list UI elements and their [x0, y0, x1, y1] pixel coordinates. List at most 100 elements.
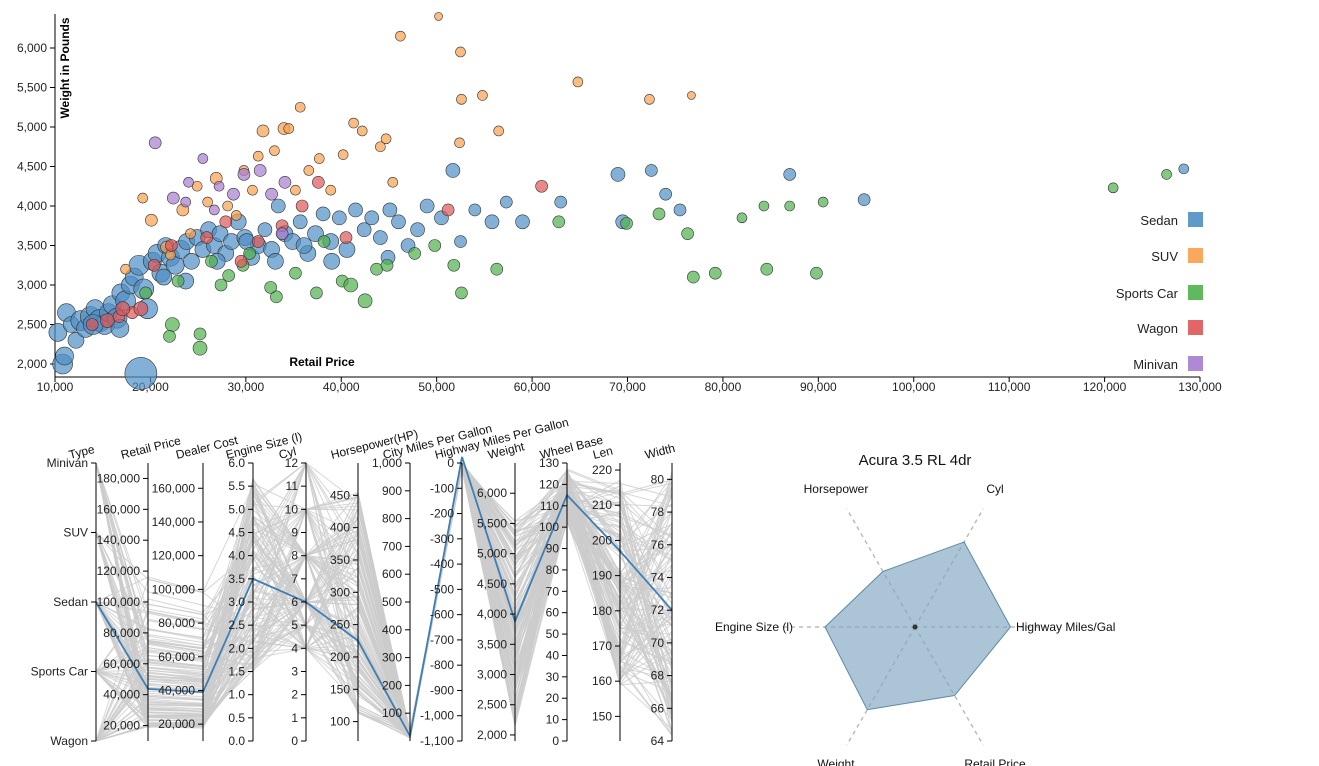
pc-tick-label: 100 [330, 715, 350, 729]
scatter-point [191, 180, 203, 192]
y-tick-label: 2,500 [17, 318, 47, 332]
scatter-point [323, 252, 341, 270]
background-line [95, 466, 673, 736]
legend-label-sedan: Sedan [1140, 213, 1178, 228]
scatter-point [454, 235, 467, 248]
scatter-point [185, 228, 196, 239]
y-tick-label: 5,000 [17, 120, 47, 134]
scatter-point [620, 217, 633, 230]
pc-tick-label: 150 [330, 682, 350, 696]
scatter-point [303, 165, 315, 176]
x-tick-label: 100,000 [892, 380, 936, 394]
scatter-point [294, 101, 306, 113]
scatter-point [247, 184, 258, 196]
pc-tick-label: 3 [291, 665, 298, 679]
radar-axis-label: Weight [817, 757, 855, 766]
pc-axis: 64 66 68 70 72 74 76 78 80 Width [643, 441, 676, 748]
scatter-point [325, 184, 337, 196]
radar-center [912, 624, 918, 630]
background-line [95, 462, 673, 733]
pc-tick-label: 2.0 [228, 641, 245, 655]
scatter-point [454, 137, 465, 149]
pc-tick-label: 3,000 [477, 668, 507, 682]
pc-tick-label: -300 [430, 532, 454, 546]
pc-tick-label: 140,000 [97, 533, 141, 547]
scatter-point [783, 168, 797, 181]
y-axis-title: Weight in Pounds [58, 17, 72, 118]
scatter-point [251, 235, 265, 248]
scatter-point [256, 124, 270, 138]
pc-tick-label: 200 [382, 678, 402, 692]
pc-tick-label: -1,100 [420, 734, 454, 748]
pc-tick-label: 220 [592, 463, 612, 477]
pc-tick-label: 20,000 [158, 717, 195, 731]
pc-tick-label: 1.5 [228, 665, 245, 679]
x-tick-label: 90,000 [800, 380, 837, 394]
pc-tick-label: 120,000 [152, 549, 196, 563]
radar-axis-label: Engine Size (l) [715, 620, 793, 634]
pc-tick-label: 60 [546, 606, 560, 620]
pc-tick-label: 64 [651, 734, 665, 748]
pc-tick-label: 100 [539, 520, 559, 534]
scatter-point [211, 225, 229, 242]
scatter-point [200, 231, 214, 244]
scatter-point [192, 340, 208, 356]
radar-axis-label: Retail Price [964, 757, 1026, 766]
pc-tick-label: -100 [430, 481, 454, 495]
pc-tick-label: 50 [546, 627, 560, 641]
scatter-point [380, 133, 392, 145]
pc-tick-label: 68 [651, 669, 665, 683]
pc-tick-label: 4 [291, 641, 298, 655]
scatter-point [535, 179, 548, 193]
pc-tick-label: 90 [546, 542, 560, 556]
scatter-point [155, 268, 173, 286]
scatter-point [289, 266, 302, 280]
scatter-point [257, 222, 273, 237]
scatter-point [209, 204, 220, 216]
pc-tick-label: Wagon [50, 734, 88, 748]
x-tick-label: 40,000 [323, 380, 360, 394]
scatter-point [222, 269, 235, 282]
scatter-point [227, 187, 240, 201]
scatter-point [214, 278, 228, 292]
y-tick-label: 5,500 [17, 81, 47, 95]
scatter-point [243, 247, 256, 260]
radar-axis-label: Highway Miles/Gal [1016, 620, 1115, 634]
scatter-point [315, 206, 331, 222]
pc-tick-label: 500 [382, 595, 402, 609]
pc-tick-label: 2,000 [477, 728, 507, 742]
radar-area [824, 541, 1012, 711]
pc-tick-label: 1.0 [228, 688, 245, 702]
pc-tick-label: 78 [651, 505, 665, 519]
pc-tick-label: 900 [382, 484, 402, 498]
y-tick-label: 3,500 [17, 239, 47, 253]
scatter-point [275, 227, 289, 240]
legend-swatch [1188, 320, 1203, 335]
scatter-point [183, 177, 194, 188]
pc-tick-label: 7 [291, 572, 298, 586]
scatter-point [312, 176, 325, 189]
pc-tick-label: 0 [552, 734, 559, 748]
pc-tick-label: 200 [592, 533, 612, 547]
scatter-point [484, 214, 500, 230]
scatter-point [370, 262, 383, 276]
scatter-point [338, 241, 356, 258]
background-lines [95, 461, 673, 742]
legend-swatch [1188, 248, 1203, 263]
scatter-point [137, 192, 149, 204]
scatter-point [148, 136, 162, 150]
scatter-point [784, 200, 796, 212]
scatter-point [85, 318, 99, 331]
pc-tick-label: 4,000 [477, 607, 507, 621]
pc-tick-label: 100 [382, 706, 402, 720]
pc-tick-label: 120,000 [97, 564, 141, 578]
scatter-point [1178, 163, 1190, 175]
scatter-point [139, 286, 152, 300]
pc-tick-label: 66 [651, 701, 665, 715]
scatter-point [310, 286, 323, 300]
pc-tick-label: 160,000 [152, 481, 196, 495]
pc-tick-label: 160,000 [97, 502, 141, 516]
pc-tick-label: 450 [330, 488, 350, 502]
pc-tick-label: 400 [382, 623, 402, 637]
scatter-point [375, 141, 386, 153]
